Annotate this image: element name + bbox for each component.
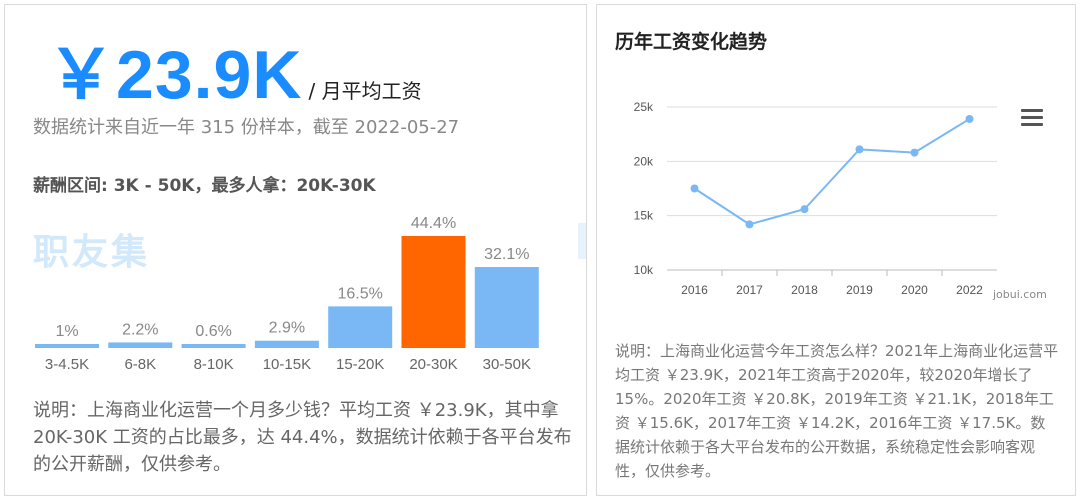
bar-20-30K bbox=[401, 236, 466, 348]
y-tick-label: 20k bbox=[634, 154, 654, 168]
y-tick-label: 15k bbox=[634, 209, 654, 223]
bar-8-10K bbox=[181, 344, 246, 348]
salary-range: 薪酬区间: 3K - 50K，最多人拿：20K-30K bbox=[33, 176, 376, 196]
bar-3-4.5K bbox=[35, 344, 99, 348]
bar-30-50K bbox=[474, 267, 539, 348]
bar-value-label: 2.2% bbox=[122, 321, 158, 338]
salary-panel: ￥23.9K / 月平均工资 数据统计来自近一年 315 份样本，截至 2022… bbox=[4, 4, 587, 496]
salary-trend-chart: 10k 15k 20k 25k 2016 2017 2018 2019 2020 2022 bbox=[634, 100, 997, 297]
bar-category-label: 15-20K bbox=[336, 356, 384, 373]
series-line bbox=[693, 118, 971, 226]
bar-category-label: 30-50K bbox=[483, 356, 531, 373]
bar-15-20K bbox=[328, 306, 393, 348]
watermark-logo: 职友集 bbox=[33, 232, 151, 273]
x-tick-label: 2018 bbox=[791, 283, 818, 297]
salary-unit: / 月平均工资 bbox=[308, 79, 422, 103]
x-tick-label: 2017 bbox=[736, 283, 763, 297]
bar-category-label: 3-4.5K bbox=[45, 356, 89, 373]
bar-value-label: 2.9% bbox=[269, 320, 305, 337]
bar-10-15K bbox=[254, 340, 319, 348]
salary-distribution-chart: 1% 3-4.5K 2.2% 6-8K 0.6% 8-10K 2.9% 10-15K 16.5%… bbox=[35, 215, 539, 373]
bar-value-label: 32.1% bbox=[484, 246, 529, 263]
bar-value-label: 0.6% bbox=[195, 323, 231, 340]
trend-note: 说明：上海商业化运营今年工资怎么样？2021年上海商业化运营平均工资 ￥23.9… bbox=[615, 342, 1059, 480]
bar-category-label: 20-30K bbox=[409, 356, 457, 373]
bar-category-label: 10-15K bbox=[263, 356, 311, 373]
point-2020 bbox=[910, 148, 919, 157]
salary-value: ￥23.9K bbox=[47, 37, 303, 113]
trend-panel: 历年工资变化趋势 10k 15k 20k 25k 2016 2017 2018 2019 202… bbox=[596, 4, 1076, 496]
x-tick-label: 2016 bbox=[681, 283, 708, 297]
salary-note: 说明：上海商业化运营一个月多少钱？平均工资 ￥23.9K，其中拿 20K-30K… bbox=[33, 400, 572, 475]
average-salary: ￥23.9K / 月平均工资 bbox=[47, 19, 422, 118]
sample-info: 数据统计来自近一年 315 份样本，截至 2022-05-27 bbox=[33, 117, 460, 138]
bar-value-label: 1% bbox=[55, 323, 78, 340]
bar-category-label: 6-8K bbox=[124, 356, 156, 373]
x-tick-label: 2019 bbox=[846, 283, 873, 297]
y-tick-label: 10k bbox=[634, 263, 654, 277]
brand-credit: jobui.com bbox=[993, 288, 1047, 301]
bar-6-8K bbox=[108, 342, 173, 348]
chart-title: 历年工资变化趋势 bbox=[615, 31, 768, 53]
bar-value-label: 16.5% bbox=[338, 285, 383, 302]
point-2016 bbox=[690, 184, 699, 193]
hamburger-menu-icon[interactable] bbox=[1021, 109, 1043, 127]
point-2022 bbox=[965, 114, 974, 123]
edge-fragment bbox=[578, 223, 586, 259]
bar-value-label: 44.4% bbox=[411, 215, 456, 232]
point-2018 bbox=[800, 205, 809, 214]
y-tick-label: 25k bbox=[634, 100, 654, 114]
bar-category-label: 8-10K bbox=[194, 356, 234, 373]
x-tick-label: 2020 bbox=[901, 283, 928, 297]
x-tick-label: 2022 bbox=[956, 283, 983, 297]
point-2019 bbox=[855, 145, 864, 154]
point-2017 bbox=[745, 220, 754, 229]
